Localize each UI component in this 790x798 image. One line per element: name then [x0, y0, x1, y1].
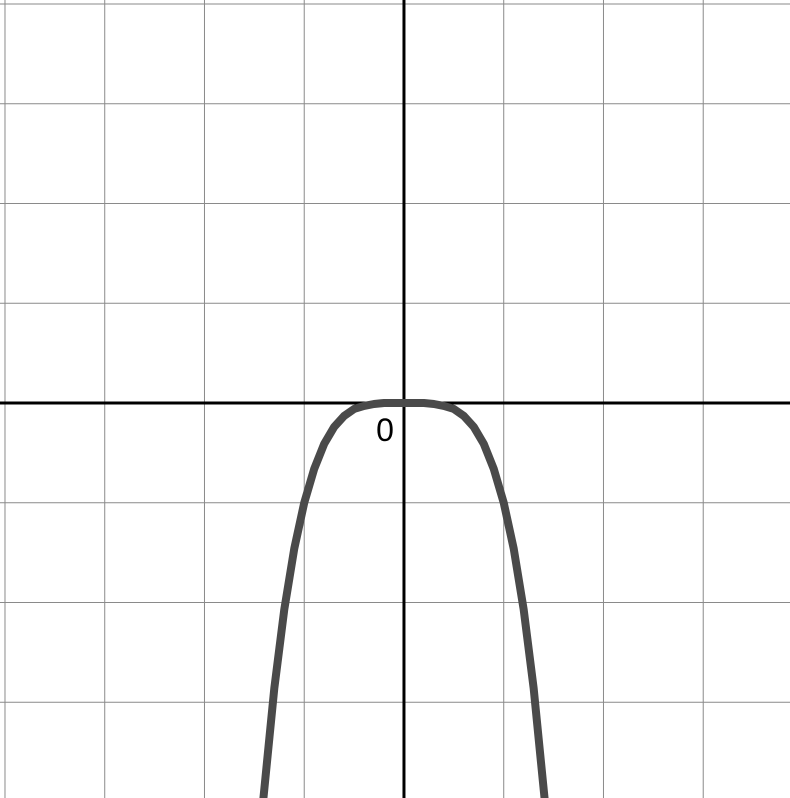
series-curve: [259, 398, 549, 798]
origin-tick-label: 0: [376, 412, 394, 448]
tick-labels: 0: [376, 412, 394, 448]
series: [259, 398, 549, 798]
